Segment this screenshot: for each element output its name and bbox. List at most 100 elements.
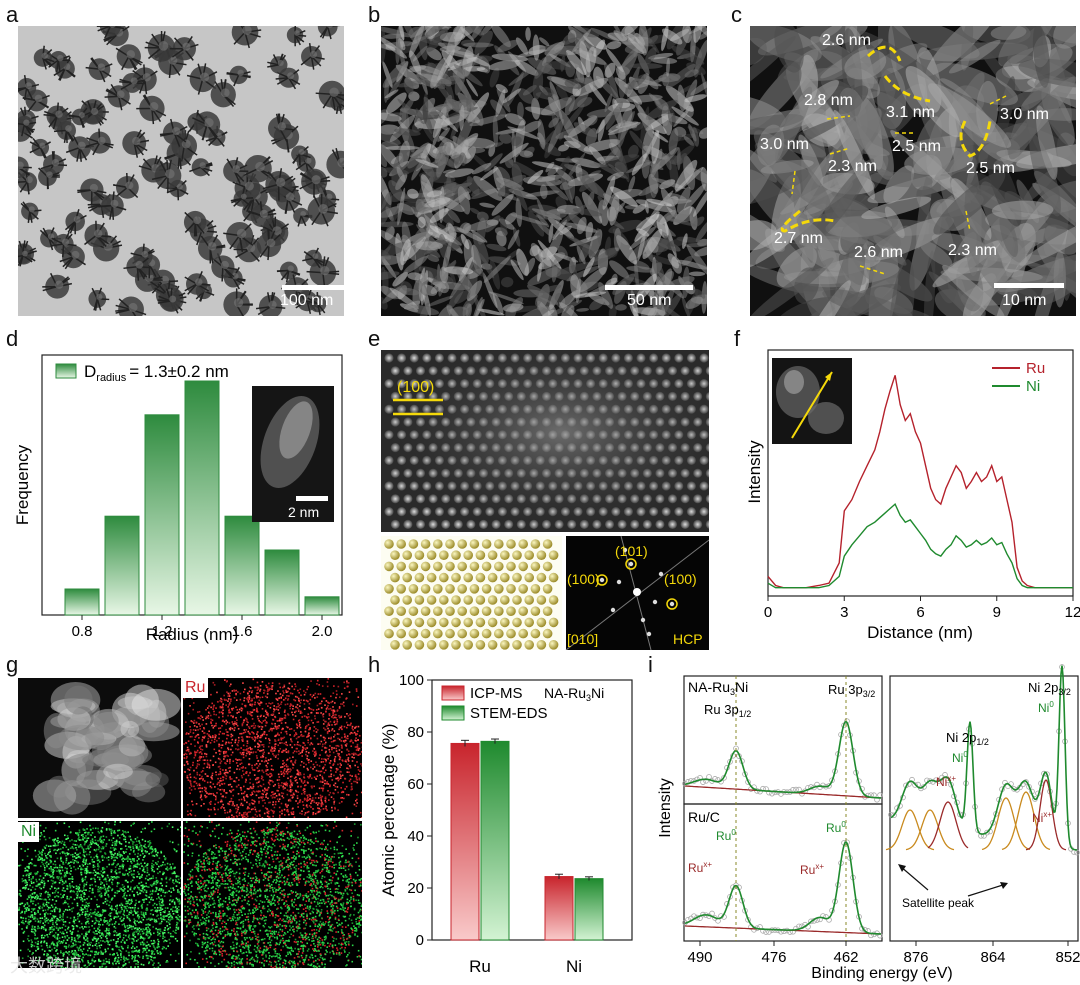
- atom-model: [487, 550, 498, 560]
- annot-c-9: 2.7 nm: [774, 230, 823, 247]
- nanoparticle: [300, 42, 325, 70]
- nanoparticle: [169, 36, 199, 61]
- haadf-texture-b: [381, 26, 707, 316]
- atom-model: [530, 606, 541, 616]
- atom-model: [506, 628, 516, 639]
- x-axis-label-f: Distance (nm): [867, 623, 973, 642]
- atom-model: [433, 628, 443, 639]
- x-tick-label-i-right: 876: [903, 949, 928, 966]
- atom-model: [426, 572, 437, 583]
- atom-model: [451, 595, 461, 605]
- atom-model: [457, 561, 467, 572]
- atom-model: [506, 561, 516, 572]
- mark-c-10: [859, 265, 886, 275]
- atom-model: [463, 572, 473, 583]
- atom-model: [524, 572, 534, 583]
- x-tick-label-i-left: 476: [761, 949, 786, 966]
- atom-model: [512, 572, 522, 583]
- panel-label-h: h: [368, 652, 381, 677]
- atom-model: [494, 584, 504, 594]
- nanoparticle: [226, 65, 251, 87]
- sample-label-top: NA-Ru3Ni: [688, 679, 748, 697]
- annot-c-7: 2.3 nm: [828, 158, 877, 175]
- legend-label-icp: ICP-MS: [470, 685, 523, 702]
- atom-model: [433, 539, 443, 549]
- atom-model: [420, 561, 431, 572]
- nanoparticle: [33, 45, 55, 70]
- atom-model: [390, 550, 400, 560]
- nanoparticle: [192, 111, 221, 141]
- atom-model: [384, 561, 394, 572]
- nanoparticle: [144, 31, 176, 62]
- atom-model: [542, 628, 553, 639]
- plot-frame-h: [431, 679, 633, 941]
- nanoparticle: [47, 51, 71, 73]
- atom-model: [548, 550, 559, 560]
- atom-model: [457, 539, 467, 549]
- y-tick-label-h: 80: [407, 724, 424, 741]
- atom-model: [548, 572, 559, 583]
- satellite-arrow-1: [899, 865, 929, 891]
- atom-model: [512, 550, 522, 560]
- atom-model: [426, 617, 437, 628]
- bar-ni-0: [544, 876, 574, 941]
- atom-model: [396, 628, 406, 639]
- atom-model: [439, 640, 449, 650]
- atom-model: [463, 617, 473, 628]
- nanoparticle: [317, 26, 341, 40]
- atom-model: [390, 595, 400, 605]
- atom-model: [518, 561, 528, 572]
- atom-model: [384, 606, 394, 616]
- atom-model: [390, 640, 400, 650]
- nanoparticle: [38, 167, 60, 190]
- atom-model: [518, 606, 528, 616]
- nanoparticle: [29, 137, 51, 159]
- nanoparticle: [96, 26, 125, 39]
- hist-bar-2.0: [304, 596, 340, 616]
- mark-c-2: [883, 75, 931, 103]
- atom-model: [536, 595, 547, 605]
- atom-model: [433, 561, 443, 572]
- atom-model: [475, 595, 486, 605]
- legend-swatch-eds: [441, 705, 465, 721]
- x-tick-label-i-left: 462: [833, 949, 858, 966]
- nanoparticle: [50, 231, 77, 258]
- bar-ru-0: [450, 742, 480, 941]
- nanoparticle: [256, 229, 282, 261]
- nanoparticle: [43, 102, 69, 130]
- atom-model: [481, 584, 492, 594]
- legend-label-ru: Ru: [1026, 360, 1045, 377]
- annot-c-10: 2.6 nm: [854, 244, 903, 261]
- legend-label-ni: Ni: [1026, 378, 1040, 395]
- nanoparticle: [326, 148, 344, 179]
- hist-bar-1.2: [144, 414, 180, 616]
- atom-model: [487, 617, 498, 628]
- atomic-panel-h: Ru Ni 0 20 40 60 80 100 Atomic percentage (%) I…: [376, 660, 644, 985]
- atom-model: [463, 595, 473, 605]
- ni0-label-right: Ni0: [1038, 700, 1054, 715]
- annot-c-8: 2.5 nm: [966, 160, 1015, 177]
- atom-model: [518, 584, 528, 594]
- atom-model: [445, 628, 455, 639]
- panel-label-i: i: [648, 652, 653, 677]
- nanoparticle: [123, 255, 152, 281]
- atom-model: [475, 550, 486, 560]
- atom-model: [402, 572, 412, 583]
- atom-model: [445, 539, 455, 549]
- nanoparticle: [268, 113, 295, 142]
- mark-c-7: [989, 95, 1007, 105]
- xps-ni-envelope: [890, 665, 1078, 851]
- atom-model: [481, 539, 492, 549]
- x-tick-label-i-right: 864: [980, 949, 1005, 966]
- atom-model: [402, 550, 412, 560]
- atom-model: [414, 595, 425, 605]
- atom-model: [433, 584, 443, 594]
- linescan-panel-f: 0 3 6 9 12 Distance (nm) Intensity Ru Ni: [738, 322, 1080, 652]
- nanoparticle: [84, 220, 112, 248]
- nanoparticle: [197, 234, 226, 264]
- scale-bar-a: [282, 285, 344, 290]
- atom-model: [542, 539, 553, 549]
- atom-model: [451, 617, 461, 628]
- ni-2p12-label: Ni 2p1/2: [946, 730, 989, 747]
- atom-model: [396, 539, 406, 549]
